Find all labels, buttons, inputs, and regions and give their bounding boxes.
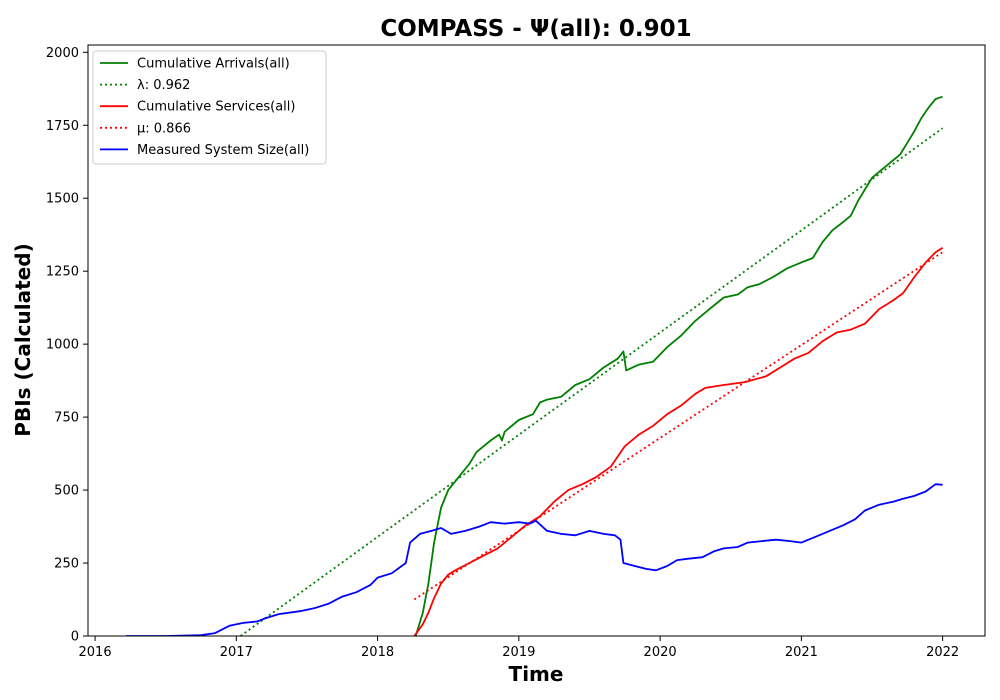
y-tick-label: 750 xyxy=(54,411,79,426)
x-tick-label: 2018 xyxy=(361,645,394,660)
series-line-4 xyxy=(413,251,944,601)
series-line-5 xyxy=(126,483,943,636)
y-tick-label: 1500 xyxy=(46,192,79,207)
y-tick-label: 1250 xyxy=(46,265,79,280)
x-tick-label: 2022 xyxy=(926,645,959,660)
x-tick-label: 2016 xyxy=(79,645,112,660)
y-tick-label: 1000 xyxy=(46,338,79,353)
x-tick-label: 2017 xyxy=(220,645,253,660)
chart-title: COMPASS - Ψ(all): 0.901 xyxy=(380,16,691,42)
y-tick-label: 1750 xyxy=(46,119,79,134)
y-tick-label: 0 xyxy=(71,630,79,645)
legend-label: Cumulative Arrivals(all) xyxy=(137,57,290,72)
x-tick-label: 2021 xyxy=(785,645,818,660)
legend-label: λ: 0.962 xyxy=(137,78,190,93)
legend-items: Cumulative Arrivals(all) λ: 0.962 Cumulati… xyxy=(100,57,309,158)
series-line-1 xyxy=(414,95,943,636)
y-tick-label: 500 xyxy=(54,484,79,499)
legend: Cumulative Arrivals(all) λ: 0.962 Cumulati… xyxy=(92,50,327,165)
series-layer xyxy=(126,95,944,636)
legend-box xyxy=(92,50,327,165)
plot-frame xyxy=(87,44,986,637)
legend-label: Measured System Size(all) xyxy=(137,143,309,158)
y-tick-label: 2000 xyxy=(46,46,79,61)
y-tick-label: 250 xyxy=(54,557,79,572)
legend-label: Cumulative Services(all) xyxy=(137,100,295,115)
y-axis: 0 250 500 750 1000 1250 1500 1750 2000 xyxy=(46,46,88,645)
x-axis: 2016 2017 2018 2019 2020 2021 2022 xyxy=(79,636,959,660)
y-axis-label: PBIs (Calculated) xyxy=(11,243,35,436)
legend-label: μ: 0.866 xyxy=(137,121,191,136)
x-axis-label: Time xyxy=(509,662,564,686)
x-tick-label: 2019 xyxy=(502,645,535,660)
series-line-3 xyxy=(413,247,944,636)
x-tick-label: 2020 xyxy=(644,645,677,660)
